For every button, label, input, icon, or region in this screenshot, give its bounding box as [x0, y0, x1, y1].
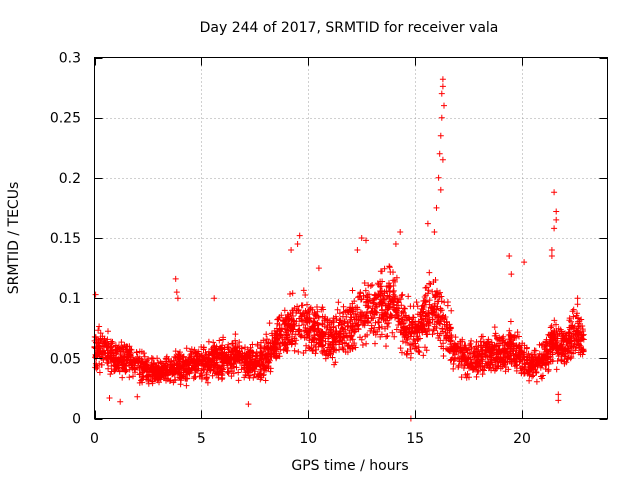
x-tick-label: 15 — [406, 431, 424, 447]
y-tick-labels: 0 0.05 0.1 0.15 0.2 0.25 0.3 — [50, 51, 81, 428]
grid-lines — [94, 57, 608, 419]
x-axis-label: GPS time / hours — [291, 458, 408, 474]
y-tick-label: 0.2 — [59, 171, 81, 187]
x-tick-labels: 0 5 10 15 20 — [90, 431, 531, 447]
y-tick-label: 0.15 — [50, 231, 81, 247]
x-tick-label: 20 — [513, 431, 531, 447]
x-tick-label: 0 — [90, 431, 99, 447]
y-tick-label: 0.3 — [59, 51, 81, 67]
data-point-markers — [91, 76, 587, 422]
data-series-srmtid — [91, 76, 587, 422]
y-tick-label: 0.1 — [59, 291, 81, 307]
x-tick-label: 5 — [197, 431, 206, 447]
axis-ticks — [94, 57, 608, 420]
y-tick-label: 0.25 — [50, 111, 81, 127]
y-tick-label: 0.05 — [50, 351, 81, 367]
y-tick-label: 0 — [72, 412, 81, 428]
y-axis-label: SRMTID / TECUs — [6, 182, 22, 295]
chart-title: Day 244 of 2017, SRMTID for receiver val… — [200, 20, 499, 36]
x-tick-label: 10 — [299, 431, 317, 447]
